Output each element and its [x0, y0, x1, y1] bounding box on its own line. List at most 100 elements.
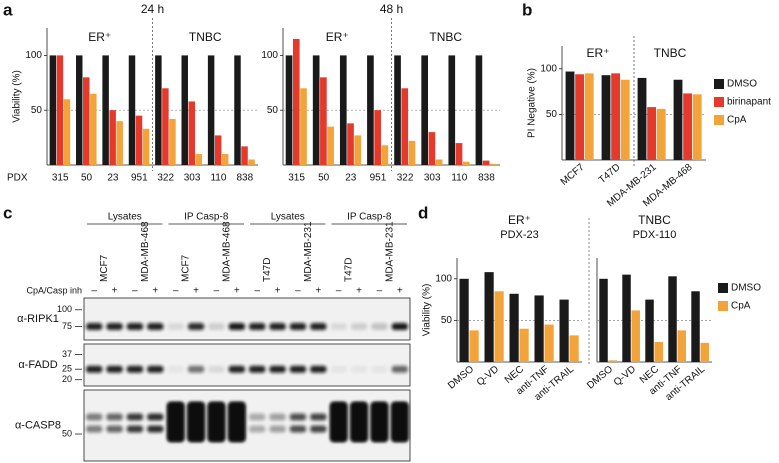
chart-title: ER⁺ — [508, 213, 531, 227]
x-tick-label: 23 — [107, 173, 119, 184]
chart-subtitle: PDX-23 — [500, 229, 539, 241]
chart-title: 24 h — [141, 2, 164, 16]
bar — [381, 145, 389, 165]
lane-label: MDA-MB-231 — [384, 221, 395, 282]
bar — [469, 330, 479, 362]
blot-membrane — [83, 297, 411, 341]
y-tick-label: 50 — [441, 315, 453, 326]
bar — [327, 126, 334, 165]
panel-label: d — [418, 203, 428, 222]
blot-band — [269, 365, 286, 373]
treatment-sign: + — [152, 286, 158, 297]
x-tick-label: DMSO — [585, 364, 615, 392]
bar — [575, 74, 585, 160]
blot-band — [228, 402, 245, 442]
lane-label: MDA-MB-468 — [221, 221, 232, 282]
blot-band — [167, 323, 184, 331]
antibody-label: α-CASP8 — [15, 419, 61, 431]
blot-band — [391, 365, 408, 373]
marker-label: 25 — [62, 364, 72, 374]
x-tick-label: 315 — [52, 173, 69, 184]
treatment-sign: – — [336, 286, 342, 297]
bar — [195, 154, 203, 165]
blot-band — [330, 402, 347, 442]
x-tick-label: 50 — [81, 173, 93, 184]
x-tick-label: DMSO — [446, 364, 476, 392]
blot-band — [187, 402, 205, 442]
bar — [462, 161, 470, 165]
y-tick-label: 100 — [540, 63, 557, 74]
blot-band — [371, 365, 388, 373]
treatment-sign: – — [214, 286, 220, 297]
treatment-sign: – — [295, 286, 301, 297]
group-label: TNBC — [189, 30, 222, 44]
blot-band — [269, 413, 286, 421]
bar — [408, 140, 416, 165]
treatment-sign: + — [193, 286, 199, 297]
antibody-label: α-FADD — [18, 359, 57, 371]
treatment-sign: + — [112, 286, 118, 297]
legend-swatch — [714, 79, 724, 89]
legend-swatch — [718, 301, 728, 311]
blot-band — [126, 323, 144, 331]
bar — [559, 299, 569, 362]
panel-label: c — [3, 203, 12, 222]
legend-label: DMSO — [727, 79, 757, 90]
blot-band — [289, 425, 307, 433]
blot-band — [269, 425, 286, 433]
treatment-sign: + — [356, 286, 362, 297]
bar — [300, 88, 307, 165]
y-axis-label: Viability (%) — [12, 70, 23, 123]
bar — [459, 278, 469, 362]
blot-band — [249, 365, 266, 373]
bar — [320, 77, 327, 165]
blot-band — [330, 323, 347, 331]
bar — [214, 135, 222, 165]
bar — [234, 55, 241, 165]
bar — [421, 55, 428, 165]
blot-band — [86, 413, 103, 421]
bar — [448, 55, 456, 165]
bar — [656, 108, 666, 160]
x-tick-label: 838 — [478, 173, 495, 184]
blot-band — [86, 425, 103, 433]
legend-label: CpA — [731, 301, 751, 312]
bar — [292, 38, 300, 165]
bar — [181, 55, 188, 165]
x-tick-label: 23 — [345, 173, 357, 184]
bar — [76, 55, 83, 165]
treatment-sign: – — [254, 286, 260, 297]
chart-title: TNBC — [638, 213, 671, 227]
x-tick-label: 951 — [370, 173, 387, 184]
x-tick-label: Q-VD — [475, 364, 501, 388]
bar — [584, 73, 594, 160]
y-axis-label: Viability (%) — [422, 284, 433, 337]
blot-band — [208, 323, 225, 331]
bar — [241, 146, 248, 165]
bar — [90, 93, 97, 165]
bar — [622, 274, 631, 362]
group-label: TNBC — [429, 30, 462, 44]
bar — [668, 276, 677, 362]
bar — [128, 55, 136, 165]
blot-band — [187, 323, 205, 331]
bar — [394, 55, 401, 165]
blot-band — [208, 365, 225, 373]
blot-band — [310, 365, 327, 373]
y-tick-label: 50 — [546, 109, 558, 120]
blot-membrane — [83, 343, 411, 387]
lane-label: MCF7 — [181, 254, 192, 282]
lane-label: T47D — [262, 258, 273, 282]
blot-band — [289, 413, 307, 421]
group-label: TNBC — [654, 46, 687, 60]
bar — [637, 77, 647, 160]
treatment-sign: + — [234, 286, 240, 297]
x-tick-label: 315 — [288, 173, 305, 184]
treatment-sign: – — [377, 286, 383, 297]
blot-band — [350, 402, 368, 442]
treatment-sign: + — [275, 286, 281, 297]
blot-band — [147, 413, 164, 421]
blot-band — [371, 323, 388, 331]
bar — [339, 55, 347, 165]
blot-band — [147, 425, 164, 433]
